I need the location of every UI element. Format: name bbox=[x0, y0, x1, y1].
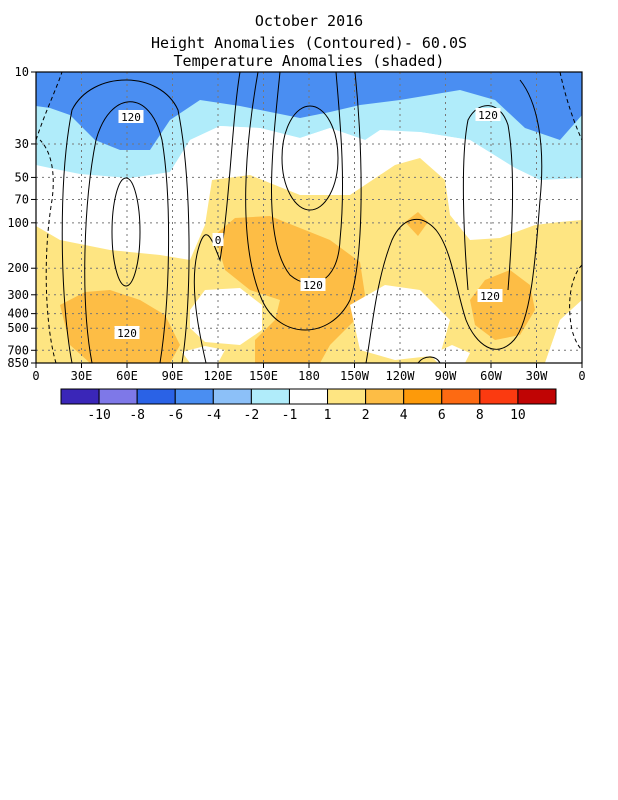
y-tick-label: 300 bbox=[7, 288, 29, 302]
x-tick-label: 90E bbox=[162, 369, 184, 383]
colorbar-swatch bbox=[174, 388, 214, 405]
x-tick-label: 60W bbox=[480, 369, 502, 383]
contour-label-bg bbox=[477, 289, 503, 302]
x-tick-label: 90W bbox=[435, 369, 457, 383]
colorbar-label: -4 bbox=[205, 408, 221, 423]
contour-180-outer bbox=[245, 72, 362, 331]
contour-label: 120 bbox=[117, 327, 137, 340]
shade-orange-120w bbox=[405, 212, 428, 236]
contour-label: 120 bbox=[480, 290, 500, 303]
x-tick-label: 60E bbox=[116, 369, 138, 383]
colorbar-label: 4 bbox=[400, 408, 408, 423]
y-tick-label: 200 bbox=[7, 261, 29, 275]
contour-0-dashed-2 bbox=[39, 139, 57, 363]
contour-30w-dashed bbox=[569, 264, 582, 351]
contour-60e-outer bbox=[61, 79, 190, 363]
colorbar-swatch bbox=[517, 388, 557, 405]
y-tick-label: 50 bbox=[15, 170, 29, 184]
x-tick-label: 0 bbox=[578, 369, 585, 383]
colorbar-swatch bbox=[479, 388, 519, 405]
y-tick-label: 400 bbox=[7, 307, 29, 321]
colorbar-swatch bbox=[403, 388, 443, 405]
contour-0-dashed bbox=[36, 72, 63, 141]
x-tick-label: 0 bbox=[32, 369, 39, 383]
chart-title: October 2016 bbox=[255, 12, 363, 30]
x-tick-label: 120W bbox=[386, 369, 416, 383]
colorbar-swatch bbox=[365, 388, 405, 405]
contour-label-bg bbox=[212, 233, 224, 246]
colorbar-label: 1 bbox=[324, 408, 332, 423]
contour-30w-dashed-2 bbox=[559, 72, 582, 141]
y-tick-label: 700 bbox=[7, 343, 29, 357]
y-tick-label: 850 bbox=[7, 356, 29, 370]
x-tick-label: 120E bbox=[204, 369, 233, 383]
x-tick-label: 180 bbox=[298, 369, 320, 383]
shade-white-upper-right bbox=[415, 132, 540, 200]
contour-label: 120 bbox=[121, 111, 141, 124]
x-tick-label: 30E bbox=[71, 369, 93, 383]
colorbar-label: -2 bbox=[244, 408, 260, 423]
contour-180-upper bbox=[281, 105, 339, 211]
contour-60e-mid bbox=[84, 101, 170, 363]
colorbar-label: -6 bbox=[167, 408, 183, 423]
colorbar: -10 -8 -6 -4 -2 -1 1 2 4 6 8 10 bbox=[60, 388, 557, 423]
shade-white-lower-1 bbox=[190, 288, 262, 345]
x-tick-label: 150E bbox=[249, 369, 278, 383]
contour-150w bbox=[365, 79, 543, 363]
contour-label: 120 bbox=[303, 279, 323, 292]
colorbar-label: 8 bbox=[476, 408, 484, 423]
colorbar-label: -1 bbox=[282, 408, 298, 423]
colorbar-swatch bbox=[98, 388, 138, 405]
shade-white-lower-4 bbox=[430, 345, 470, 363]
colorbar-swatch bbox=[60, 388, 100, 405]
y-tick-label: 30 bbox=[15, 137, 29, 151]
contour-label-bg bbox=[475, 108, 501, 121]
colorbar-swatch bbox=[212, 388, 252, 405]
height-anomaly-contours bbox=[36, 72, 582, 363]
contour-label-bg bbox=[300, 278, 326, 291]
contour-label-bg bbox=[118, 110, 144, 123]
chart-subtitle-1: Height Anomalies (Contoured)- 60.0S bbox=[151, 34, 467, 52]
x-tick-label: 150W bbox=[340, 369, 370, 383]
colorbar-swatch bbox=[327, 388, 367, 405]
contour-label-bg bbox=[114, 326, 140, 339]
colorbar-swatch bbox=[288, 388, 329, 405]
x-axis: 0 30E 60E 90E 120E 150E 180 150W 120W 90W 60W 30W 0 bbox=[32, 363, 586, 383]
shade-white-lower-5 bbox=[545, 300, 582, 363]
chart-subtitle-2: Temperature Anomalies (shaded) bbox=[174, 52, 445, 70]
y-tick-label: 500 bbox=[7, 321, 29, 335]
y-tick-label: 100 bbox=[7, 216, 29, 230]
colorbar-swatch bbox=[136, 388, 176, 405]
x-tick-label: 30W bbox=[526, 369, 548, 383]
y-tick-label: 70 bbox=[15, 192, 29, 206]
shade-white-upper bbox=[170, 126, 370, 192]
contour-60w-inner bbox=[462, 105, 514, 291]
contour-label: 0 bbox=[215, 234, 222, 247]
contour-label: 120 bbox=[478, 109, 498, 122]
contour-low-60e-inner bbox=[111, 177, 141, 287]
colorbar-swatch bbox=[441, 388, 481, 405]
shade-orange-60w bbox=[470, 270, 535, 340]
colorbar-label: 10 bbox=[510, 408, 526, 423]
y-tick-label: 10 bbox=[15, 65, 29, 79]
contour-120w-small bbox=[417, 356, 441, 363]
colorbar-label: -8 bbox=[129, 408, 145, 423]
colorbar-label: -10 bbox=[87, 408, 110, 423]
colorbar-label: 6 bbox=[438, 408, 446, 423]
colorbar-swatch bbox=[250, 388, 290, 405]
colorbar-label: 2 bbox=[362, 408, 370, 423]
shade-orange-central bbox=[215, 216, 365, 363]
contour-labels: 120 120 0 120 120 120 bbox=[114, 108, 503, 340]
